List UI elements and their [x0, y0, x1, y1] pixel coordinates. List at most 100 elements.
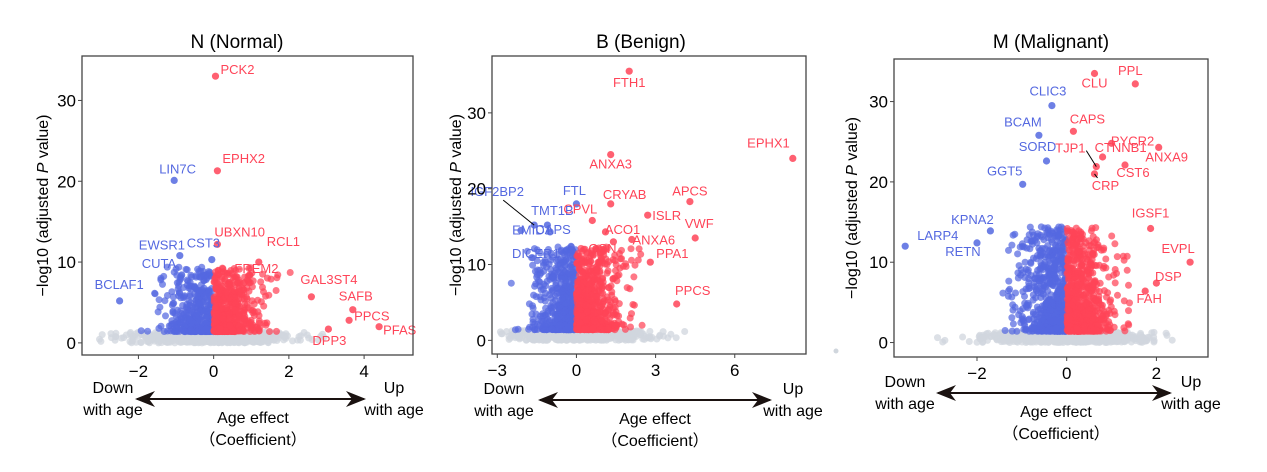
ns-point [1162, 329, 1170, 337]
y-tick-label: 10 [467, 256, 486, 275]
ns-point [647, 335, 655, 343]
y-axis-title-part: value) [448, 114, 465, 162]
up-point [628, 256, 635, 264]
gene-label: VWF [685, 216, 714, 231]
down-point [539, 259, 547, 266]
gene-point [116, 297, 124, 305]
ns-point [300, 329, 308, 336]
gene-label: ANXA6 [632, 233, 675, 248]
up-point [235, 265, 243, 273]
down-point [195, 267, 203, 275]
up-point [629, 301, 637, 308]
gene-point [213, 167, 221, 175]
down-label: Down [93, 380, 134, 397]
up-point [1123, 266, 1131, 274]
x-axis-title: Age effect [619, 411, 691, 428]
ns-point [126, 330, 134, 338]
up-point [225, 269, 233, 277]
down-point [1009, 320, 1017, 328]
up-point [245, 287, 253, 295]
down-point [558, 295, 566, 303]
down-point [186, 292, 194, 300]
gene-point [345, 316, 353, 324]
down-point [541, 326, 549, 334]
gene-label: EWSR1 [139, 238, 185, 253]
down-label: Down [484, 381, 525, 398]
y-axis-title-italic: P [448, 162, 465, 173]
y-axis-title: −log10 (adjusted P value) [35, 115, 52, 297]
ns-point [1006, 339, 1014, 346]
gene-point [208, 256, 216, 264]
ns-point [1121, 338, 1129, 346]
ns-point [248, 335, 256, 343]
down-point [1008, 241, 1016, 249]
gene-label: FTL [563, 183, 586, 198]
up-point [257, 278, 265, 286]
ns-point [112, 329, 120, 337]
ns-point [295, 333, 303, 341]
down-point [170, 268, 178, 276]
down-point [1009, 306, 1017, 314]
up-point [613, 321, 621, 329]
down-point [556, 321, 564, 329]
scatter-points [96, 263, 328, 347]
x-tick-label: 0 [209, 362, 218, 381]
ns-point [155, 331, 163, 339]
up-point [616, 255, 624, 263]
up-point [246, 328, 254, 335]
up-point [226, 322, 234, 330]
ns-point [1032, 335, 1040, 343]
down-point [1058, 230, 1065, 238]
down-point [163, 263, 171, 271]
ns-point [973, 338, 981, 346]
down-point [137, 327, 145, 335]
down-point [529, 304, 537, 312]
up-point [255, 312, 263, 320]
up-point [592, 269, 600, 276]
down-point [535, 277, 542, 285]
up-point [230, 265, 238, 272]
up-point [225, 310, 233, 318]
gene-label: DICER1 [512, 246, 560, 261]
ns-point [199, 336, 207, 344]
down-point [1040, 275, 1047, 283]
gene-label: RCL1 [267, 234, 300, 249]
down-point [1042, 299, 1050, 307]
up-point [249, 307, 257, 314]
up-point [231, 307, 239, 315]
gene-label: EPHX1 [747, 135, 790, 150]
down-point [168, 301, 176, 309]
ns-point [659, 332, 667, 340]
down-point [157, 276, 165, 284]
panel-title: M (Malignant) [993, 32, 1109, 53]
up-point [259, 283, 266, 291]
ns-point [562, 336, 570, 344]
down-point [160, 328, 168, 335]
down-point [186, 316, 194, 324]
up-point [574, 311, 582, 319]
down-point [558, 275, 566, 283]
down-point [1019, 269, 1027, 277]
up-point [262, 321, 270, 329]
down-point [548, 325, 556, 333]
gene-label: EMID1 [512, 222, 552, 237]
gene-label: ISLR [652, 208, 681, 223]
down-point [168, 288, 176, 296]
ns-point [1067, 334, 1075, 342]
down-point [179, 302, 187, 309]
x-axis-subtitle: （Coefficient） [601, 432, 708, 450]
down-point [536, 322, 543, 330]
down-point [1056, 303, 1064, 311]
gene-point [546, 228, 554, 236]
up-point [591, 302, 599, 310]
gene-point [517, 226, 525, 234]
down-point [566, 298, 573, 306]
down-point [1025, 231, 1033, 239]
down-point [542, 289, 549, 297]
down-point [514, 325, 522, 333]
x-axis: −3 0 3 6 [488, 354, 739, 380]
down-point [1052, 324, 1060, 332]
y-axis-title-italic: P [35, 162, 52, 173]
down-point [523, 247, 531, 255]
